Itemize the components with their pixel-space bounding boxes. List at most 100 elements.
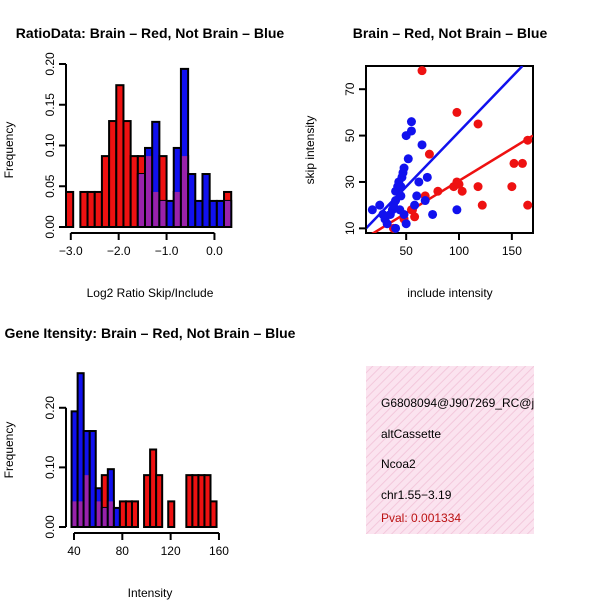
ratio-bar-not-brain xyxy=(165,199,175,228)
point-not-brain xyxy=(410,200,420,210)
ratio-bar-brain xyxy=(122,120,132,228)
intensity-bar-brain xyxy=(167,500,176,529)
point-brain xyxy=(523,135,533,145)
point-brain xyxy=(454,179,464,189)
point-not-brain xyxy=(399,163,409,173)
ratio-bar-overlap xyxy=(153,191,159,226)
ratio-bar-not-brain xyxy=(187,173,197,228)
ratio-bar-overlap xyxy=(138,174,145,226)
point-not-brain xyxy=(417,140,427,150)
point-not-brain xyxy=(412,191,422,201)
intensity-bar-overlap xyxy=(96,501,101,526)
intensity-y-axis: 0.00 0.10 0.20 xyxy=(43,396,67,539)
intensity-x-tick-label: 160 xyxy=(209,544,229,558)
ratio-bar-overlap xyxy=(160,200,166,226)
intensity-bar-not-brain xyxy=(88,430,97,528)
intensity-histogram: Gene Itensity: Brain – Red, Not Brain – … xyxy=(2,325,296,600)
point-not-brain xyxy=(399,209,409,219)
scatter-chart-title: Brain – Red, Not Brain – Blue xyxy=(353,25,548,41)
info-location: chr1.55−3.19 xyxy=(381,488,452,502)
ratio-x-tick-label: −1.0 xyxy=(155,244,179,258)
point-not-brain xyxy=(382,219,392,229)
point-not-brain xyxy=(375,200,385,210)
intensity-bar-brain xyxy=(209,500,218,529)
point-not-brain xyxy=(452,205,462,215)
scatter-y-tick-label: 50 xyxy=(343,129,357,143)
ratio-bars xyxy=(65,67,233,229)
ratio-bar-overlap xyxy=(146,156,152,226)
intensity-bar-overlap xyxy=(102,507,107,526)
point-brain xyxy=(473,182,483,192)
ratio-x-tick-label: 0.0 xyxy=(206,244,223,258)
scatter-plot: Brain – Red, Not Brain – Blue 50 100 150 1… xyxy=(303,25,547,300)
ratio-bar-brain xyxy=(79,190,89,228)
ratio-y-label: Frequency xyxy=(2,122,16,179)
ratio-bar-not-brain xyxy=(215,199,226,228)
info-panel-background xyxy=(366,366,534,534)
ratio-bar-brain xyxy=(65,190,75,228)
point-not-brain xyxy=(391,223,401,233)
ratio-bar-brain xyxy=(108,120,118,228)
info-event-type: altCassette xyxy=(381,427,441,441)
intensity-y-tick-label: 0.00 xyxy=(43,515,57,539)
point-not-brain xyxy=(422,172,432,182)
ratio-y-tick-label: 0.10 xyxy=(43,133,57,157)
intensity-bar-not-brain xyxy=(106,468,115,528)
info-gene: Ncoa2 xyxy=(381,457,416,471)
scatter-x-axis: 50 100 150 xyxy=(399,232,522,258)
point-brain xyxy=(417,66,427,76)
ratio-bar-brain xyxy=(129,155,139,228)
point-brain xyxy=(452,107,462,117)
intensity-x-tick-label: 120 xyxy=(161,544,181,558)
ratio-x-tick-label: −2.0 xyxy=(107,244,131,258)
ratio-bar-not-brain xyxy=(201,173,211,228)
point-not-brain xyxy=(414,177,424,187)
intensity-y-label: Frequency xyxy=(2,422,16,479)
scatter-y-label: skip intensity xyxy=(303,116,317,185)
intensity-x-tick-label: 80 xyxy=(116,544,130,558)
info-pval: Pval: 0.001334 xyxy=(381,511,461,525)
ratio-histogram: RatioData: Brain – Red, Not Brain – Blue… xyxy=(2,25,284,300)
point-brain xyxy=(473,119,483,129)
point-not-brain xyxy=(428,209,438,219)
intensity-x-tick-label: 40 xyxy=(67,544,81,558)
scatter-x-tick-label: 50 xyxy=(399,244,413,258)
scatter-y-axis: 10 30 50 70 xyxy=(343,82,367,235)
ratio-bar-overlap xyxy=(181,156,188,226)
point-brain xyxy=(477,200,487,210)
intensity-bar-overlap xyxy=(108,501,113,526)
ratio-x-tick-label: −3.0 xyxy=(59,244,83,258)
point-brain xyxy=(457,186,467,196)
intensity-bar-brain xyxy=(155,474,164,528)
scatter-y-tick-label: 10 xyxy=(343,221,357,235)
scatter-y-tick-label: 30 xyxy=(343,175,357,189)
ratio-bar-brain xyxy=(93,190,103,228)
ratio-bar-brain xyxy=(115,84,125,228)
ratio-bar-not-brain xyxy=(208,199,218,228)
point-not-brain xyxy=(378,209,388,219)
point-not-brain xyxy=(396,182,406,192)
ratio-bar-overlap xyxy=(225,200,231,226)
point-not-brain xyxy=(396,191,406,201)
scatter-x-label: include intensity xyxy=(407,286,492,300)
info-panel: G6808094@J907269_RC@j_at altCassette Nco… xyxy=(366,366,534,534)
ratio-bar-brain xyxy=(86,190,96,228)
point-brain xyxy=(523,200,533,210)
point-brain xyxy=(410,212,420,222)
point-not-brain xyxy=(403,154,413,164)
ratio-bar-not-brain xyxy=(179,67,190,228)
ratio-y-tick-label: 0.20 xyxy=(43,52,57,76)
point-brain xyxy=(509,158,519,168)
point-not-brain xyxy=(401,219,411,229)
scatter-x-tick-label: 150 xyxy=(502,244,522,258)
ratio-y-axis: 0.00 0.05 0.10 0.15 0.20 xyxy=(43,52,67,239)
ratio-y-tick-label: 0.05 xyxy=(43,174,57,198)
ratio-bar-not-brain xyxy=(194,199,204,228)
ratio-x-axis: −3.0 −2.0 −1.0 0.0 xyxy=(59,232,223,258)
ratio-chart-title: RatioData: Brain – Red, Not Brain – Blue xyxy=(16,25,285,41)
point-not-brain xyxy=(420,196,430,206)
point-brain xyxy=(507,182,517,192)
scatter-y-tick-label: 70 xyxy=(343,82,357,96)
